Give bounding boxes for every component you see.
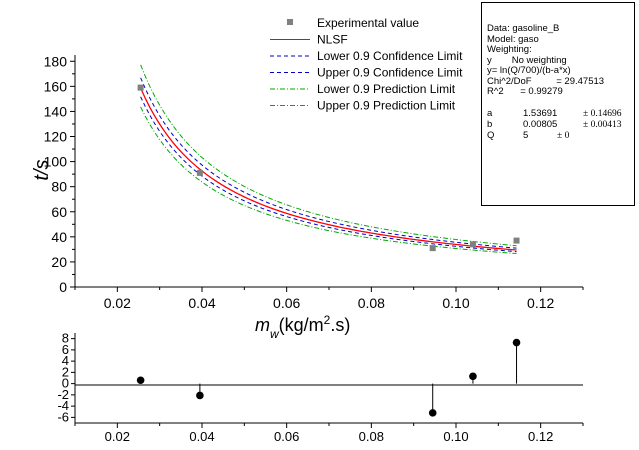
param-error: ± 0.14696 — [583, 108, 622, 119]
x-tick-label: 0.12 — [527, 295, 554, 311]
y-axis-label: t/s — [31, 159, 53, 180]
experimental-points — [137, 84, 520, 252]
fit-curve — [140, 64, 517, 247]
main-y-ticks: 0 20 40 60 80 100 120 140 160 180 — [44, 53, 75, 295]
data-point — [513, 237, 520, 244]
fit-curve — [140, 96, 517, 253]
legend-label: Experimental value — [317, 16, 419, 30]
x-axis-label: mw(kg/m2.s) — [255, 313, 350, 341]
param-name: b — [487, 118, 493, 130]
residual-y-tick-label: 0 — [62, 376, 69, 391]
param-error: ± 0.00413 — [583, 119, 622, 130]
legend-label: Lower 0.9 Prediction Limit — [317, 82, 456, 96]
residual-x-tick-label: 0.04 — [189, 429, 214, 444]
residual-point — [512, 338, 521, 347]
y-tick-label: 120 — [44, 129, 68, 145]
legend-label: Upper 0.9 Confidence Limit — [317, 66, 463, 80]
stats-weighting: Weighting: — [487, 44, 532, 55]
stats-param-a: a 1.53691 ± 0.14696 — [487, 107, 634, 120]
fit-statistics-box: Data: gasoline_B Model: gaso Weighting: … — [481, 2, 635, 206]
fit-curve — [140, 87, 517, 251]
fit-curve — [140, 77, 517, 249]
stats-equation: y= ln(Q/700)/(b-a*x) — [487, 65, 571, 76]
y-tick-label: 140 — [44, 103, 68, 119]
main-plot: 0.02 0.04 0.06 0.08 0.10 0.12 0 20 40 60 80 100 120… — [31, 16, 584, 341]
residual-x-tick-label: 0.10 — [443, 429, 468, 444]
residual-point — [428, 409, 437, 417]
stats-chi-label: Chi^2/DoF — [487, 75, 532, 87]
data-point — [429, 245, 436, 252]
x-tick-label: 0.10 — [442, 295, 469, 311]
residual-point — [196, 391, 204, 400]
param-value: 5 — [523, 129, 529, 141]
legend: Experimental value NLSF Lower 0.9 Confiden… — [270, 16, 463, 113]
residual-y-tick-label: -2 — [57, 387, 69, 402]
residual-stems — [136, 338, 521, 417]
residual-point — [136, 376, 145, 385]
residual-x-tick-label: 0.02 — [105, 429, 130, 444]
stats-chi-square: Chi^2/DoF = 29.47513 — [487, 75, 634, 88]
y-tick-label: 20 — [51, 254, 67, 270]
legend-label: NLSF — [317, 33, 348, 47]
residual-y-tick-label: 6 — [62, 342, 69, 357]
legend-marker — [287, 19, 293, 25]
stats-r2-value: = 0.99279 — [520, 86, 563, 97]
legend-label: Lower 0.9 Confidence Limit — [317, 49, 463, 63]
residual-x-tick-label: 0.12 — [528, 429, 553, 444]
param-value: 0.00805 — [523, 118, 558, 130]
y-tick-label: 100 — [44, 154, 68, 170]
param-name: Q — [487, 129, 495, 141]
fit-curve — [140, 106, 517, 255]
stats-r-squared: R^2 = 0.99279 — [487, 86, 634, 98]
main-x-ticks: 0.02 0.04 0.06 0.08 0.10 0.12 — [74, 287, 584, 311]
y-tick-label: 40 — [51, 229, 67, 245]
stats-r2-label: R^2 — [487, 86, 504, 97]
residual-y-tick-label: 8 — [62, 331, 69, 346]
y-tick-label: 180 — [44, 53, 68, 69]
residual-x-tick-label: 0.08 — [359, 429, 384, 444]
residual-y-tick-label: 4 — [62, 353, 69, 368]
x-tick-label: 0.02 — [104, 295, 131, 311]
stats-model-name: Model: gaso — [487, 33, 539, 45]
data-point — [137, 84, 144, 91]
residual-y-tick-label: -6 — [57, 409, 69, 424]
x-tick-label: 0.04 — [188, 295, 215, 311]
stats-chi-value: = 29.47513 — [556, 75, 605, 87]
fit-curves — [140, 64, 517, 255]
x-tick-label: 0.08 — [358, 295, 385, 311]
y-tick-label: 60 — [51, 204, 67, 220]
stats-weighting-value: y No weighting — [487, 54, 634, 67]
y-tick-label: 160 — [44, 78, 68, 94]
data-point — [469, 241, 476, 248]
residual-x-ticks: 0.02 0.04 0.06 0.08 0.10 0.12 — [74, 423, 584, 444]
legend-label: Upper 0.9 Prediction Limit — [317, 99, 456, 113]
residual-y-tick-label: -4 — [57, 398, 69, 413]
residual-point — [469, 372, 477, 381]
stats-param-q: Q 5 ± 0 — [487, 129, 634, 142]
y-tick-label: 80 — [51, 179, 67, 195]
y-tick-label: 0 — [59, 279, 67, 295]
stats-weighting-y: y — [487, 54, 492, 66]
stats-data-name: Data: gasoline_B — [487, 23, 560, 34]
data-point — [196, 169, 203, 176]
residual-y-tick-label: 2 — [62, 364, 69, 379]
x-tick-label: 0.06 — [273, 295, 300, 311]
param-name: a — [487, 107, 493, 119]
stats-param-b: b 0.00805 ± 0.00413 — [487, 118, 634, 131]
param-error: ± 0 — [557, 130, 570, 141]
param-value: 1.53691 — [523, 107, 558, 119]
stats-weighting-mode: No weighting — [511, 54, 567, 66]
residual-x-tick-label: 0.06 — [274, 429, 299, 444]
